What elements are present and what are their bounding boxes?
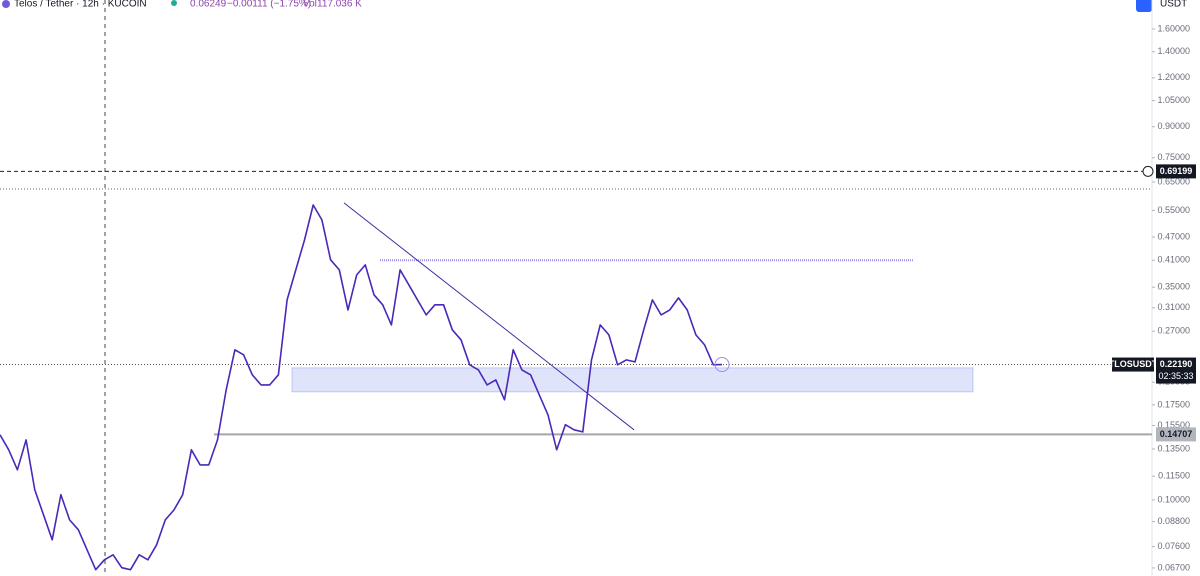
volume-label: Vol — [303, 0, 317, 10]
y-tick-label: 0.10000 — [1157, 494, 1190, 504]
y-tick-label: 0.06700 — [1157, 562, 1190, 572]
trendline — [343, 202, 635, 431]
y-tick-label: 0.13500 — [1157, 443, 1190, 453]
y-tick-label: 1.20000 — [1157, 72, 1190, 82]
last-price-box — [1156, 357, 1196, 384]
price: 0.06249 — [190, 0, 227, 10]
support-label: 0.14707 — [1160, 429, 1193, 439]
alert-icon — [1142, 165, 1154, 177]
alert-label-box — [1156, 164, 1196, 179]
y-tick-label: 0.27000 — [1157, 326, 1190, 336]
y-tick-label: 0.11500 — [1158, 471, 1190, 481]
volume: 117.036 K — [317, 0, 362, 10]
y-tick-label: 0.55000 — [1157, 205, 1190, 215]
y-tick-label: 0.07600 — [1157, 541, 1190, 551]
countdown: 02:35:33 — [1158, 371, 1193, 381]
y-tick-label: 0.90000 — [1157, 121, 1190, 131]
y-tick-label: 0.17500 — [1157, 399, 1190, 409]
alert-label: 0.69199 — [1160, 166, 1193, 176]
y-tick-label: 0.47000 — [1157, 231, 1190, 241]
change: −0.00111 (−1.75%) — [227, 0, 311, 10]
symbol-icon — [2, 0, 10, 8]
market-status — [171, 0, 177, 6]
y-tick-label: 0.65000 — [1157, 176, 1190, 186]
last-price-label: 0.22190 — [1160, 359, 1193, 369]
price-line — [0, 204, 723, 571]
support-label-box — [1156, 427, 1196, 442]
y-tick-label: 1.05000 — [1157, 95, 1190, 105]
currency-button[interactable]: USDT — [1160, 0, 1187, 10]
y-tick-label: 0.41000 — [1157, 255, 1190, 265]
last-point — [714, 357, 730, 373]
symbol-label: TLOSUSDT — [1109, 359, 1158, 369]
symbol-label-box — [1112, 357, 1154, 372]
zone — [291, 367, 974, 393]
chart-title: Telos / Tether · 12h · KUCOIN — [14, 0, 147, 10]
y-tick-label: 0.31000 — [1157, 302, 1190, 312]
y-tick-label: 0.08800 — [1157, 516, 1190, 526]
y-tick-label: 0.15500 — [1157, 420, 1190, 430]
y-tick-label: 0.35000 — [1157, 282, 1190, 292]
settings-button[interactable] — [1136, 0, 1152, 12]
y-tick-label: 1.40000 — [1157, 46, 1190, 56]
y-tick-label: 0.75000 — [1157, 152, 1190, 162]
y-tick-label: 1.60000 — [1157, 23, 1190, 33]
